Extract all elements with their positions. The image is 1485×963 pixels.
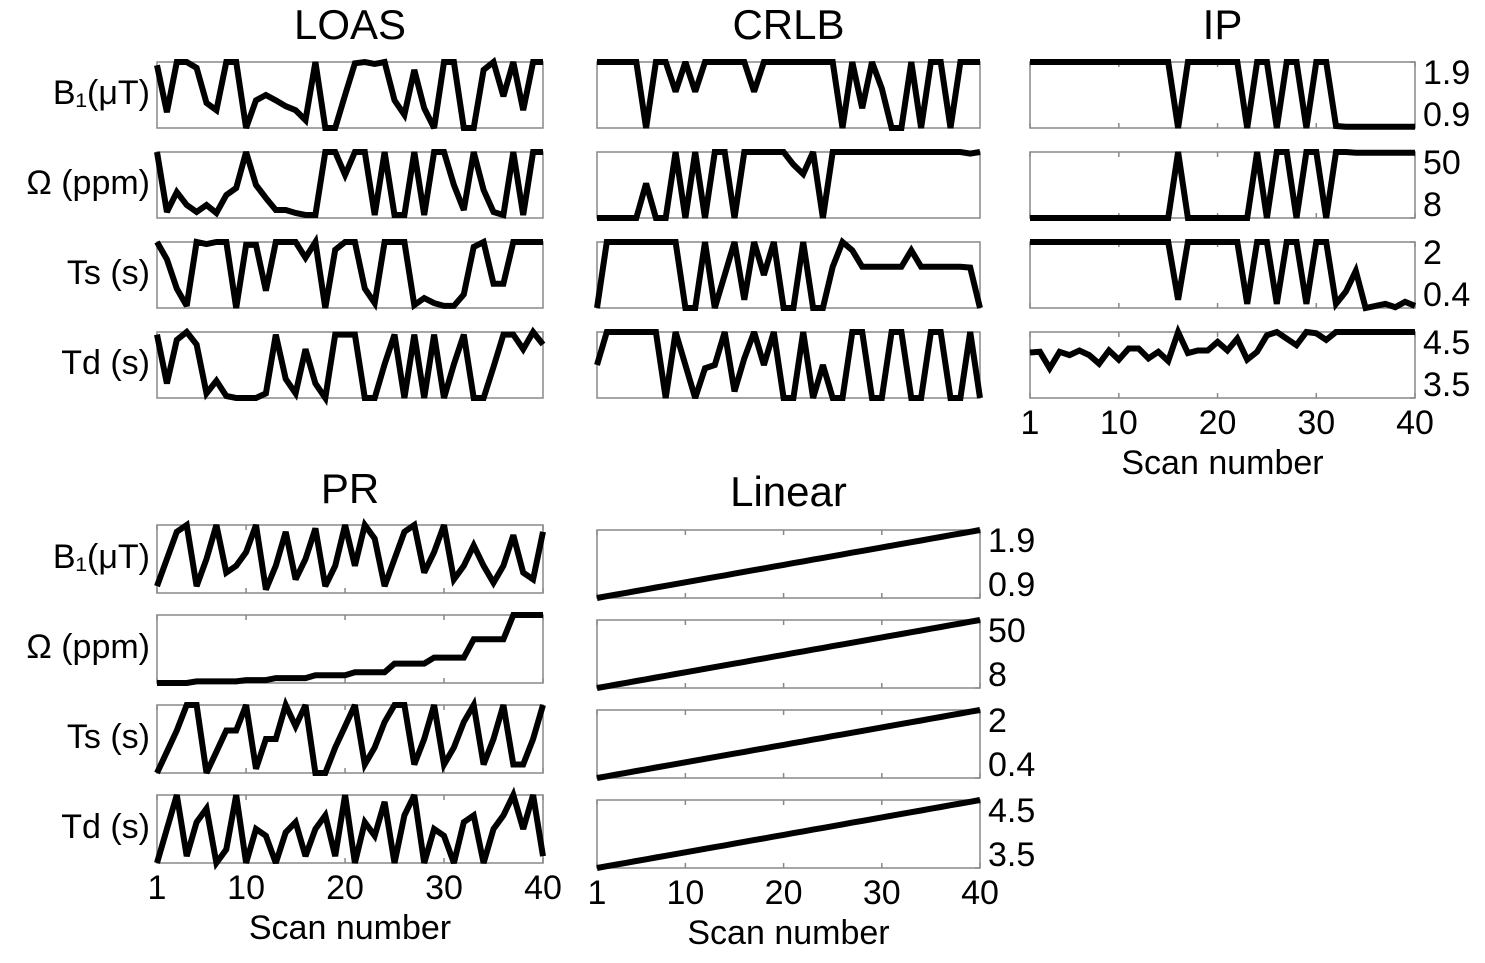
y-tick-label: 0.9 xyxy=(988,566,1035,604)
data-line xyxy=(1030,239,1417,312)
y-axis-label: Ts (s) xyxy=(67,718,150,756)
x-tick-label: 40 xyxy=(961,874,999,912)
panel: CRLB xyxy=(594,1,983,401)
panel: PR B₁(μT) Ω (ppm) Ts (s) Td (s) 1 10 20 30 40 Scan… xyxy=(26,465,562,947)
y-tick-label: 4.5 xyxy=(988,792,1035,830)
x-tick-label: 10 xyxy=(1100,404,1138,442)
data-line xyxy=(1029,323,1415,375)
y-axis-label: B₁(μT) xyxy=(53,538,150,576)
y-tick-label: 50 xyxy=(1423,144,1461,182)
x-tick-label: 1 xyxy=(588,874,607,912)
y-axis-label: Ts (s) xyxy=(67,254,150,292)
x-tick-label: 20 xyxy=(765,874,803,912)
x-tick-label: 1 xyxy=(1021,404,1040,442)
data-line xyxy=(1030,59,1415,130)
data-line xyxy=(594,329,983,401)
y-tick-label: 3.5 xyxy=(988,836,1035,874)
y-axis-label: Td (s) xyxy=(61,344,150,382)
y-axis-label: B₁(μT) xyxy=(53,74,150,112)
y-axis-label: Ω (ppm) xyxy=(26,628,150,666)
y-tick-label: 2 xyxy=(988,702,1007,740)
subplot-frame xyxy=(596,151,981,219)
subplot-frame xyxy=(1029,151,1416,219)
data-line xyxy=(597,149,981,221)
data-line xyxy=(1030,149,1415,221)
y-tick-label: 0.4 xyxy=(1423,276,1470,314)
data-line xyxy=(596,797,981,871)
subplot-frame xyxy=(1029,331,1416,399)
y-axis-label: Td (s) xyxy=(61,808,150,846)
subplot-frame xyxy=(596,709,981,779)
data-line xyxy=(594,237,983,311)
data-line xyxy=(154,696,546,776)
panel-title: Linear xyxy=(730,468,847,515)
x-axis-label: Scan number xyxy=(687,914,889,952)
data-line xyxy=(597,59,980,131)
subplot-frame xyxy=(596,799,981,869)
y-tick-label: 1.9 xyxy=(1423,54,1470,92)
y-tick-label: 0.9 xyxy=(1423,96,1470,134)
subplot-frame xyxy=(156,794,544,864)
x-tick-label: 1 xyxy=(148,869,167,907)
x-tick-label: 10 xyxy=(666,874,704,912)
panel: IP 0.9 1.9 8 50 0.4 2 3.5 4.5 1 10 20 30 40 Scan numbe… xyxy=(1021,1,1471,482)
data-line xyxy=(154,149,543,219)
subplot-frame xyxy=(156,614,544,684)
y-tick-label: 2 xyxy=(1423,234,1442,272)
data-line xyxy=(154,56,543,131)
panel: Linear 0.9 1.9 8 50 0.4 2 3.5 4.5 1 10 20 30 40 Scan n… xyxy=(588,468,1036,952)
data-line xyxy=(154,786,546,871)
subplot-frame xyxy=(156,704,544,774)
data-line xyxy=(596,707,981,781)
y-tick-label: 8 xyxy=(988,656,1007,694)
y-axis-label: Ω (ppm) xyxy=(26,164,150,202)
x-tick-label: 40 xyxy=(524,869,562,907)
subplot-frame xyxy=(156,524,544,594)
subplot-frame xyxy=(1029,61,1416,129)
subplot-frame xyxy=(596,529,981,599)
panel-title: PR xyxy=(321,465,379,512)
y-tick-label: 4.5 xyxy=(1423,324,1470,362)
data-line xyxy=(596,617,981,691)
x-tick-label: 30 xyxy=(863,874,901,912)
y-tick-label: 0.4 xyxy=(988,746,1035,784)
data-line xyxy=(154,233,543,311)
panel: LOAS B₁(μT) Ω (ppm) Ts (s) Td (s) xyxy=(26,1,546,406)
y-tick-label: 50 xyxy=(988,612,1026,650)
x-tick-label: 40 xyxy=(1396,404,1434,442)
x-tick-label: 10 xyxy=(227,869,265,907)
x-tick-label: 20 xyxy=(326,869,364,907)
subplot-frame xyxy=(596,619,981,689)
x-tick-label: 30 xyxy=(425,869,463,907)
data-line xyxy=(154,517,546,591)
subplot-frame xyxy=(156,151,544,219)
y-tick-label: 1.9 xyxy=(988,522,1035,560)
y-tick-label: 3.5 xyxy=(1423,366,1470,404)
x-tick-label: 30 xyxy=(1297,404,1335,442)
subplot-frame xyxy=(156,61,544,129)
x-tick-label: 20 xyxy=(1199,404,1237,442)
y-tick-label: 8 xyxy=(1423,186,1442,224)
data-line xyxy=(157,612,543,686)
panel-title: LOAS xyxy=(294,1,406,48)
data-line xyxy=(596,527,981,601)
data-line xyxy=(154,326,546,406)
panel-title: CRLB xyxy=(732,1,844,48)
x-axis-label: Scan number xyxy=(249,909,451,947)
panel-title: IP xyxy=(1203,1,1243,48)
x-axis-label: Scan number xyxy=(1121,444,1323,482)
subplot-frame xyxy=(596,241,981,309)
